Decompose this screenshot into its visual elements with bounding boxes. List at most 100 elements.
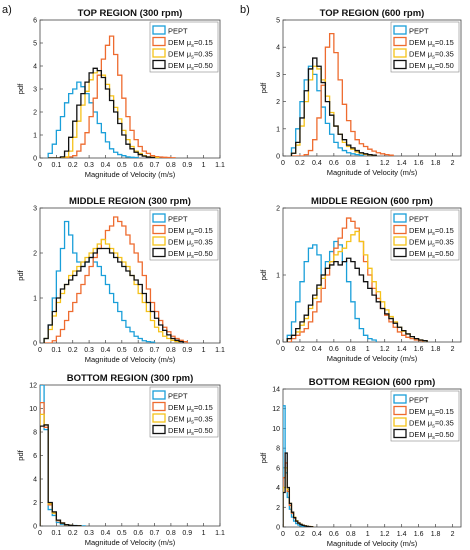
legend-swatch-dem050	[393, 247, 407, 258]
legend-label-dem050: DEM μs=0.50	[409, 61, 454, 72]
chart-top-600: TOP REGION (600 rpm) 0 0.2 0.4 0.6 0.8 1 1.2 1.4…	[259, 8, 462, 177]
legend-swatch-dem035	[152, 48, 166, 58]
legend-label-dem050: DEM μs=0.50	[168, 426, 213, 437]
series-group	[286, 217, 428, 342]
y-tick-label: 1	[33, 296, 37, 303]
legend-label-suffix: =0.50	[435, 61, 454, 70]
x-tick-label: 0.5	[117, 162, 127, 169]
legend-label-dem035: DEM μs=0.35	[168, 238, 213, 249]
legend-label-suffix: =0.35	[194, 50, 213, 59]
y-tick-label: 10	[272, 426, 280, 433]
y-axis-label: pdf	[16, 269, 25, 280]
series-group	[40, 385, 86, 526]
x-tick-label: 1.4	[397, 531, 407, 538]
x-tick-label: 0.2	[68, 347, 78, 354]
legend-swatch-pept	[152, 390, 166, 400]
legend-label-suffix: =0.35	[194, 415, 213, 424]
y-tick-label: 0	[276, 525, 280, 532]
x-tick-label: 0.1	[51, 162, 61, 169]
legend-label-sub: s	[191, 243, 194, 249]
chart-title: BOTTOM REGION (300 rpm)	[67, 373, 194, 384]
legend-label-suffix: =0.50	[435, 430, 454, 439]
legend-label-sub: s	[191, 254, 194, 260]
x-tick-label: 0	[281, 160, 285, 167]
y-tick-label: 14	[272, 387, 280, 394]
charts-group: TOP REGION (300 rpm) 0 0.1 0.2 0.3 0.4 0.5 0.6 0…	[16, 8, 462, 548]
x-tick-label: 0	[281, 531, 285, 538]
x-tick-label: 0.3	[84, 347, 94, 354]
x-axis-label: Magnitude of Velocity (m/s)	[85, 538, 176, 547]
legend-label-prefix: DEM μ	[168, 61, 191, 70]
legend-label-suffix: =0.50	[194, 249, 213, 258]
series-dem015	[287, 217, 424, 342]
legend-swatch-pept	[152, 213, 166, 223]
series-group	[290, 32, 394, 156]
x-axis-label: Magnitude of Velocity (m/s)	[85, 355, 176, 364]
legend-label-dem035: DEM μs=0.35	[409, 50, 454, 61]
legend-label-prefix: DEM μ	[168, 226, 191, 235]
legend-box	[149, 209, 219, 261]
legend-label-dem015: DEM μs=0.15	[409, 38, 454, 49]
x-tick-label: 1	[202, 347, 206, 354]
x-tick-label: 1.8	[431, 160, 441, 167]
legend-swatch-dem035	[393, 236, 407, 246]
legend-swatch-dem015	[393, 405, 407, 416]
legend-label-sub: s	[432, 43, 435, 49]
y-tick-label: 6	[33, 18, 37, 25]
legend-label-pept: PEPT	[168, 392, 188, 401]
legend-box	[390, 21, 460, 73]
x-tick-label: 0	[281, 346, 285, 353]
series-dem050	[290, 57, 377, 156]
x-tick-label: 0.7	[150, 347, 160, 354]
legend-label-suffix: =0.50	[435, 249, 454, 258]
y-tick-label: 2	[33, 251, 37, 258]
y-tick-label: 6	[276, 465, 280, 472]
x-tick-label: 0.8	[166, 347, 176, 354]
legend-label-prefix: PEPT	[168, 392, 188, 401]
x-tick-label: 0.4	[312, 346, 322, 353]
series-group	[283, 405, 314, 527]
x-axis-label: Magnitude of Velocity (m/s)	[85, 170, 176, 179]
legend-label-suffix: =0.15	[435, 38, 454, 47]
legend-swatch-dem035	[393, 417, 407, 427]
legend-label-dem035: DEM μs=0.35	[168, 50, 213, 61]
legend-label-sub: s	[432, 424, 435, 430]
series-group	[43, 216, 188, 343]
series-group	[47, 35, 176, 158]
x-tick-label: 0.1	[51, 347, 61, 354]
x-tick-label: 1.4	[397, 160, 407, 167]
legend-label-sub: s	[432, 66, 435, 72]
x-tick-label: 0.9	[182, 530, 192, 537]
legend-label-sub: s	[432, 254, 435, 260]
legend-label-prefix: PEPT	[168, 215, 188, 224]
legend-label-sub: s	[432, 231, 435, 237]
legend-label-prefix: PEPT	[409, 215, 429, 224]
y-tick-label: 0	[276, 154, 280, 161]
y-tick-label: 8	[276, 446, 280, 453]
legend-label-dem015: DEM μs=0.15	[168, 38, 213, 49]
x-tick-label: 0.4	[312, 160, 322, 167]
x-tick-label: 0.2	[295, 531, 305, 538]
y-tick-label: 6	[33, 453, 37, 460]
legend-label-dem035: DEM μs=0.35	[409, 419, 454, 430]
y-tick-label: 4	[33, 477, 37, 484]
y-tick-label: 4	[33, 64, 37, 71]
legend-label-sub: s	[191, 55, 194, 61]
panel-label-b: b)	[240, 4, 250, 16]
x-tick-label: 0.8	[346, 160, 356, 167]
legend-label-sub: s	[191, 66, 194, 72]
legend-label-pept: PEPT	[168, 27, 188, 36]
x-tick-label: 1.2	[380, 160, 390, 167]
y-tick-label: 3	[33, 206, 37, 213]
y-tick-label: 0	[276, 340, 280, 347]
x-tick-label: 0.8	[346, 531, 356, 538]
chart-title: MIDDLE REGION (600 rpm)	[311, 196, 433, 207]
x-tick-label: 1.1	[215, 530, 225, 537]
legend-label-prefix: DEM μ	[168, 50, 191, 59]
legend-swatch-pept	[393, 213, 407, 223]
chart-title: BOTTOM REGION (600 rpm)	[309, 377, 436, 388]
y-tick-label: 12	[272, 406, 280, 413]
x-tick-label: 1	[366, 160, 370, 167]
